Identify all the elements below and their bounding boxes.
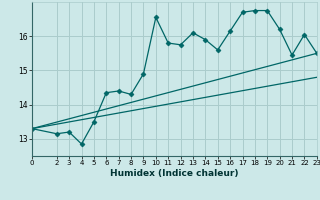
X-axis label: Humidex (Indice chaleur): Humidex (Indice chaleur) — [110, 169, 239, 178]
